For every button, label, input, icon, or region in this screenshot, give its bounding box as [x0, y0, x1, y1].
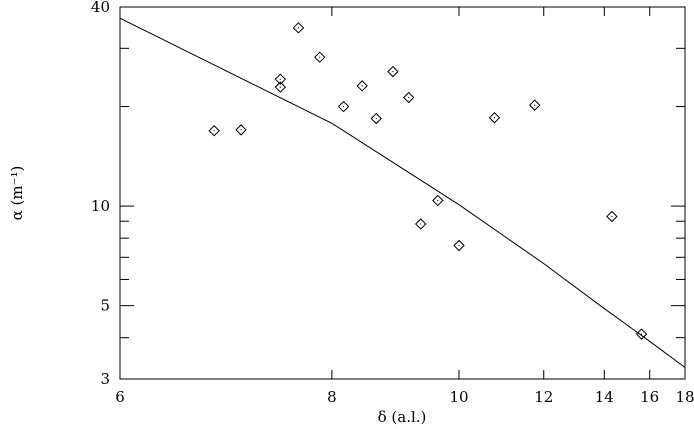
diamond-marker	[208, 125, 220, 137]
x-tick-label: 12	[534, 388, 553, 406]
marker-center	[240, 129, 242, 131]
y-tick-label: 40	[91, 0, 110, 16]
marker-center	[361, 85, 363, 87]
marker-center	[458, 244, 460, 247]
data-point	[606, 210, 618, 223]
diamond-marker	[370, 112, 382, 125]
data-point	[314, 51, 326, 63]
data-points	[208, 22, 648, 340]
marker-center	[611, 215, 613, 218]
marker-center	[375, 117, 377, 120]
data-point	[274, 73, 287, 85]
data-point	[356, 80, 368, 92]
data-point	[370, 112, 382, 125]
marker-center	[319, 56, 321, 58]
diamond-marker	[415, 218, 427, 230]
diamond-marker	[635, 328, 648, 340]
marker-center	[297, 27, 300, 29]
diamond-marker	[274, 81, 287, 93]
marker-center	[493, 117, 496, 119]
marker-center	[408, 96, 410, 99]
marker-center	[640, 333, 643, 335]
axis-tick-labels: 6 8 10 12 14 16 18 3 5 10 40	[91, 0, 694, 406]
diamond-marker	[529, 99, 541, 111]
marker-center	[437, 199, 439, 202]
plot-frame	[119, 6, 686, 380]
data-point	[529, 99, 541, 111]
data-point	[274, 81, 287, 93]
diamond-marker	[274, 73, 287, 85]
diamond-marker	[356, 80, 368, 92]
x-tick-label: 18	[675, 388, 694, 406]
diamond-marker	[488, 112, 501, 124]
y-tick-label: 5	[100, 297, 110, 315]
diamond-marker	[606, 210, 618, 223]
x-tick-label: 14	[595, 388, 614, 406]
data-point	[415, 218, 427, 230]
marker-center	[279, 78, 281, 80]
data-point	[208, 125, 220, 137]
y-tick-label: 10	[91, 197, 110, 215]
data-point	[235, 124, 247, 136]
diamond-marker	[337, 100, 350, 113]
marker-center	[420, 223, 422, 225]
data-point	[635, 328, 648, 340]
diamond-marker	[432, 194, 444, 207]
x-axis-label: δ (a.l.)	[378, 408, 427, 426]
axis-ticks	[119, 6, 686, 380]
data-point	[453, 239, 465, 252]
data-point	[488, 112, 501, 124]
fit-curve	[119, 17, 686, 368]
diamond-marker	[292, 22, 305, 34]
data-point	[292, 22, 305, 34]
data-point	[387, 65, 399, 78]
diamond-marker	[453, 239, 465, 252]
x-tick-label: 10	[449, 388, 468, 406]
marker-center	[342, 105, 345, 108]
y-axis-label: α (m⁻¹)	[8, 166, 26, 221]
y-tick-label: 3	[100, 370, 110, 388]
marker-center	[392, 71, 394, 73]
marker-center	[534, 104, 536, 106]
marker-center	[213, 130, 215, 132]
data-point	[432, 194, 444, 207]
data-point	[337, 100, 350, 113]
marker-center	[279, 86, 281, 88]
x-tick-label: 8	[327, 388, 337, 406]
diamond-marker	[387, 65, 399, 78]
diamond-marker	[403, 91, 415, 104]
diamond-marker	[235, 124, 247, 136]
x-tick-label: 16	[640, 388, 659, 406]
diamond-marker	[314, 51, 326, 63]
x-tick-label: 6	[115, 388, 125, 406]
data-point	[403, 91, 415, 104]
